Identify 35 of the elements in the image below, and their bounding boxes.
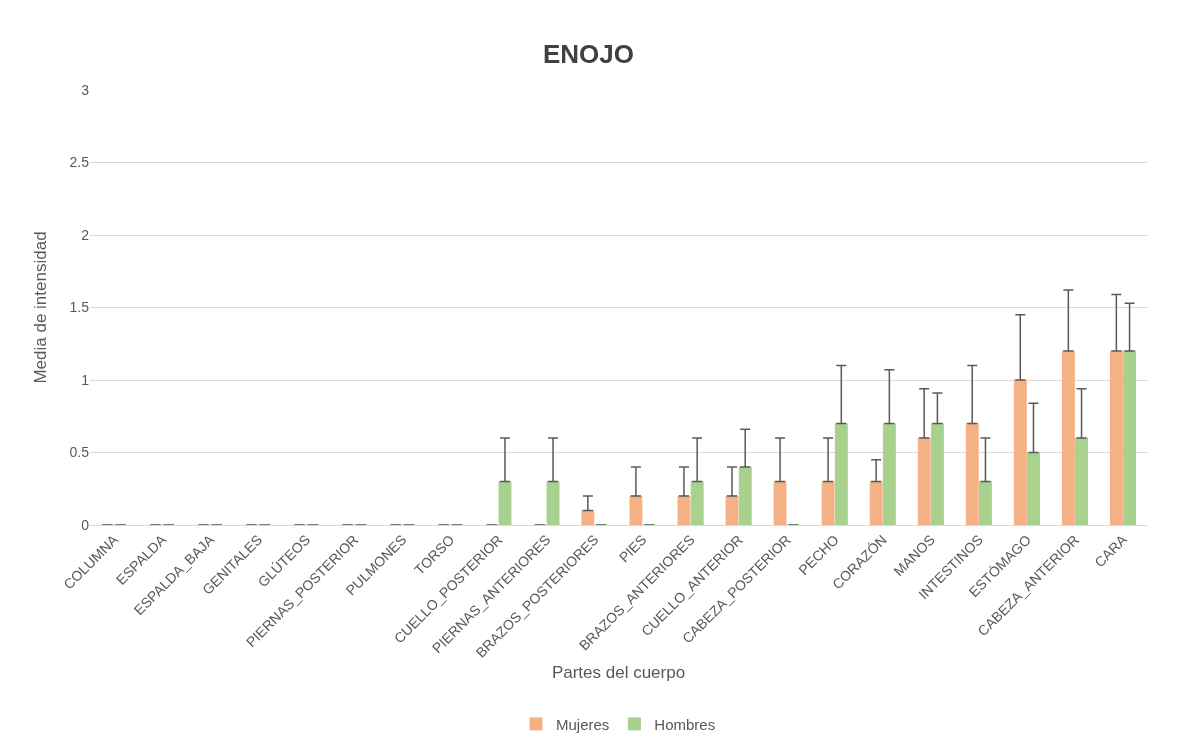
bar [690,481,704,525]
bar [965,423,979,525]
bar [1109,350,1123,525]
bar [1013,379,1027,525]
y-tick-label: 1 [81,371,90,388]
bar [1075,437,1088,525]
y-tick-label: 0.5 [69,444,90,461]
legend-label: Hombres [654,715,716,733]
y-axis-title: Media de intensidad [31,231,50,384]
bar [1123,350,1137,525]
legend-label: Mujeres [556,715,610,733]
chart-title: ENOJO [542,39,635,70]
bar [773,481,787,525]
bar [1027,452,1040,525]
bar [677,495,691,525]
y-tick-label: 3 [81,81,90,98]
bar [738,466,752,525]
y-tick-label: 1.5 [69,299,90,316]
bar [930,423,944,525]
bar [581,510,595,525]
bar [1061,350,1075,525]
bar [546,481,560,525]
bar [629,495,643,525]
bar [834,423,848,525]
bar [882,423,896,525]
y-tick-label: 2.5 [69,154,90,171]
x-axis-title: Partes del cuerpo [551,662,686,682]
bar [498,481,512,525]
bar [821,481,835,525]
bar [869,481,883,525]
bar [979,481,992,525]
bar [725,495,739,525]
y-tick-label: 2 [81,226,90,243]
bar [917,437,931,525]
y-tick-label: 0 [81,516,90,533]
